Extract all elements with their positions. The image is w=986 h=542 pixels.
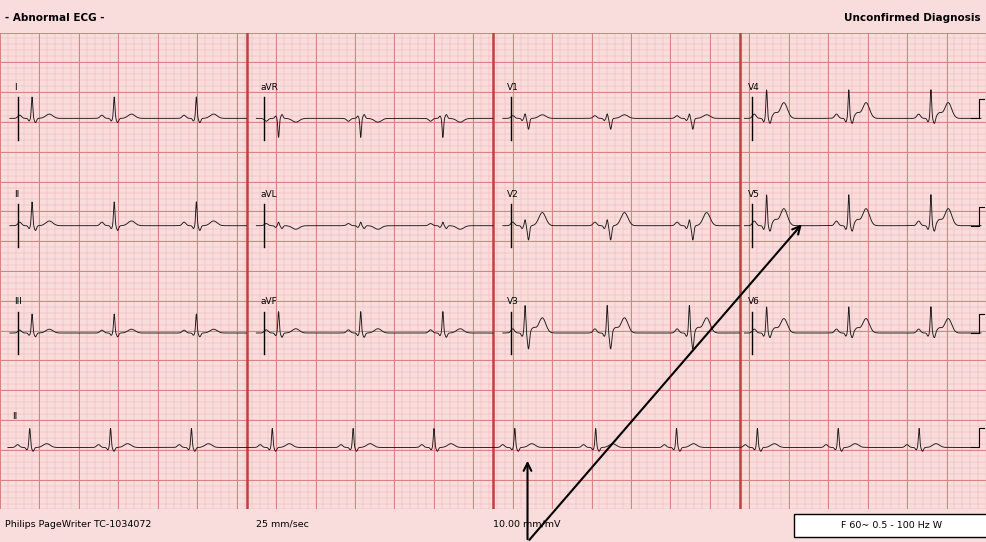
Text: V4: V4 [748,82,760,92]
Text: V3: V3 [507,297,519,306]
Text: Unconfirmed Diagnosis: Unconfirmed Diagnosis [844,13,981,23]
FancyBboxPatch shape [794,514,986,538]
Text: I: I [14,82,17,92]
Text: Philips PageWriter TC-1034072: Philips PageWriter TC-1034072 [5,520,151,528]
Text: V1: V1 [507,82,519,92]
Text: aVF: aVF [260,297,277,306]
Text: 10.00 mm/mV: 10.00 mm/mV [493,520,560,528]
Text: V2: V2 [507,190,519,199]
Text: V5: V5 [748,190,760,199]
Text: II: II [14,190,19,199]
Text: F 60~ 0.5 - 100 Hz W: F 60~ 0.5 - 100 Hz W [841,521,942,530]
Text: 25 mm/sec: 25 mm/sec [256,520,310,528]
Text: III: III [14,297,22,306]
Text: aVL: aVL [260,190,277,199]
Text: II: II [12,412,17,421]
Text: - Abnormal ECG -: - Abnormal ECG - [5,13,105,23]
Text: V6: V6 [748,297,760,306]
Text: aVR: aVR [260,82,278,92]
